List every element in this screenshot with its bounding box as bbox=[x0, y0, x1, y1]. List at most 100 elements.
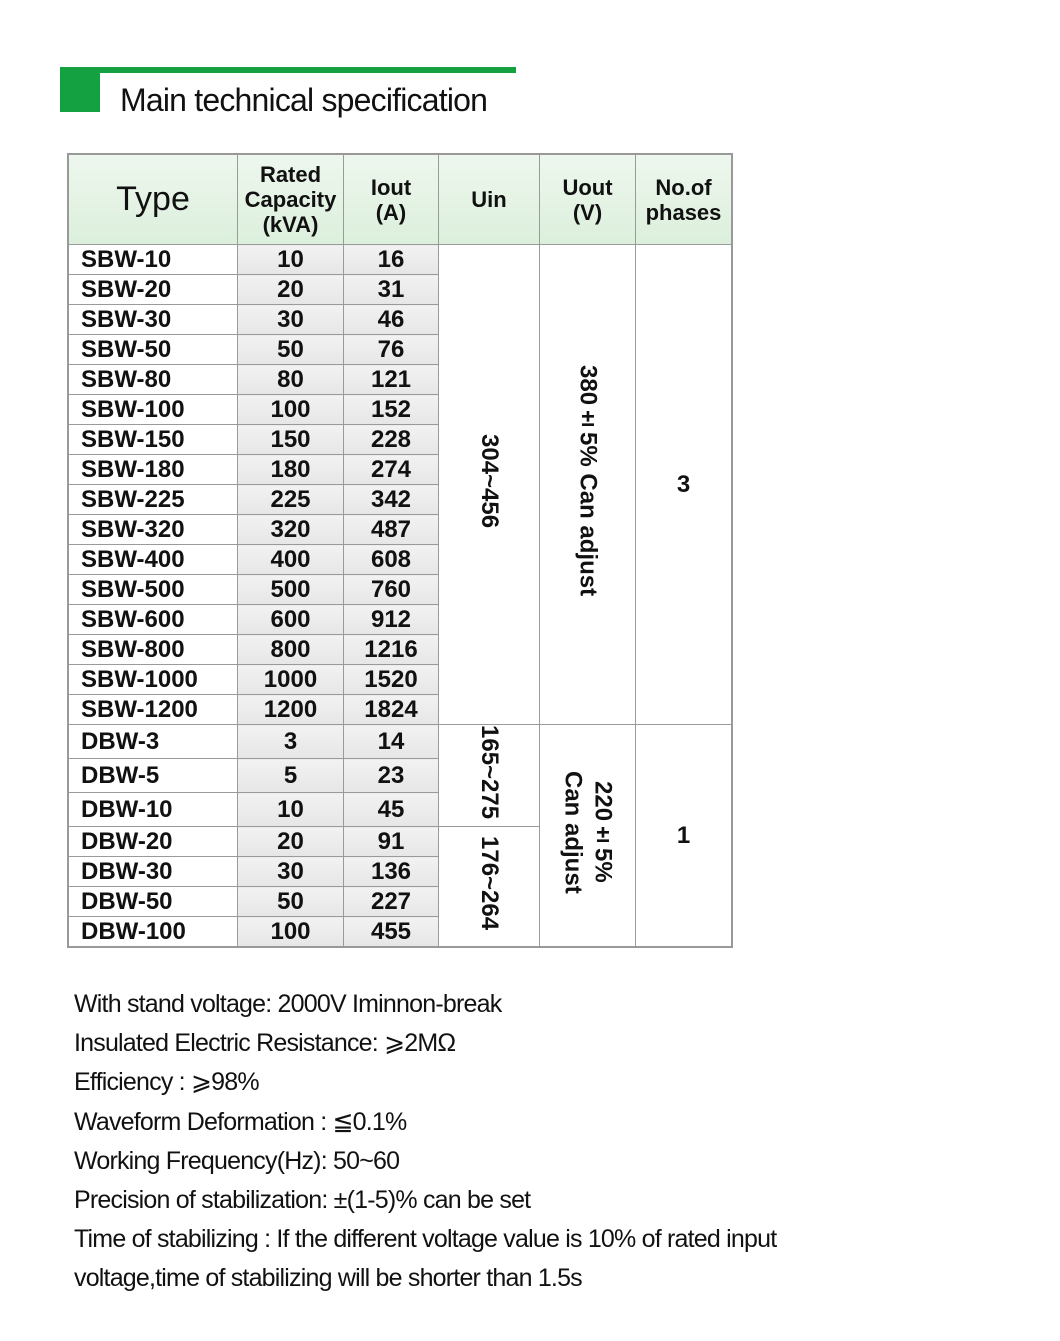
cell-iout: 46 bbox=[343, 304, 439, 335]
cell-sbw-uin: 304~456 bbox=[438, 244, 540, 725]
cell-iout: 228 bbox=[343, 424, 439, 455]
table-row: SBW-80 80 121 bbox=[67, 364, 732, 395]
table-row: DBW-20 20 91 176~264 bbox=[67, 826, 732, 948]
table-row: SBW-10 10 16 304~456 380±5% Can adjust 3 bbox=[67, 244, 733, 725]
table-row: DBW-30 30 136 bbox=[67, 856, 732, 888]
table-row: SBW-1200 1200 1824 bbox=[67, 694, 732, 725]
cell-capacity: 100 bbox=[237, 916, 344, 948]
cell-type: SBW-80 bbox=[67, 364, 238, 395]
cell-iout: 1216 bbox=[343, 634, 439, 665]
cell-dbw-uin-b: 176~264 bbox=[438, 826, 540, 948]
table-row: DBW-3 3 14 165~275 220±5% Can adjust 1 bbox=[67, 723, 733, 948]
cell-iout: 1824 bbox=[343, 694, 439, 725]
cell-iout: 274 bbox=[343, 454, 439, 485]
cell-iout: 136 bbox=[343, 856, 439, 888]
cell-capacity: 50 bbox=[237, 886, 344, 918]
header-type: Type bbox=[67, 153, 238, 245]
cell-capacity: 50 bbox=[237, 334, 344, 365]
cell-sbw-phases: 3 bbox=[635, 244, 733, 725]
cell-sbw-uout: 380±5% Can adjust bbox=[539, 244, 636, 725]
cell-type: DBW-5 bbox=[67, 758, 238, 794]
cell-type: SBW-600 bbox=[67, 604, 238, 635]
cell-capacity: 20 bbox=[237, 274, 344, 305]
cell-type: SBW-320 bbox=[67, 514, 238, 545]
cell-capacity: 600 bbox=[237, 604, 344, 635]
cell-type: SBW-150 bbox=[67, 424, 238, 455]
cell-capacity: 30 bbox=[237, 304, 344, 335]
cell-iout: 608 bbox=[343, 544, 439, 575]
cell-iout: 227 bbox=[343, 886, 439, 918]
cell-capacity: 400 bbox=[237, 544, 344, 575]
cell-capacity: 20 bbox=[237, 826, 344, 858]
note-line: Precision of stabilization: ±(1-5)% can … bbox=[74, 1186, 531, 1215]
cell-type: DBW-50 bbox=[67, 886, 238, 918]
page-title: Main technical specification bbox=[120, 82, 488, 118]
table-row: SBW-225 225 342 bbox=[67, 484, 732, 515]
table-row: DBW-5 5 23 bbox=[67, 758, 732, 794]
cell-type: SBW-20 bbox=[67, 274, 238, 305]
cell-type: DBW-20 bbox=[67, 826, 238, 858]
cell-type: SBW-30 bbox=[67, 304, 238, 335]
cell-capacity: 30 bbox=[237, 856, 344, 888]
cell-type: SBW-180 bbox=[67, 454, 238, 485]
title-accent-block bbox=[60, 67, 100, 112]
cell-iout: 912 bbox=[343, 604, 439, 635]
table-row: DBW-50 50 227 bbox=[67, 886, 732, 918]
cell-capacity: 150 bbox=[237, 424, 344, 455]
cell-capacity: 100 bbox=[237, 394, 344, 425]
table-row: DBW-10 10 45 bbox=[67, 792, 732, 828]
cell-type: SBW-400 bbox=[67, 544, 238, 575]
table-row: DBW-100 100 455 bbox=[67, 916, 732, 948]
cell-capacity: 10 bbox=[237, 244, 344, 275]
table-row: SBW-1000 1000 1520 bbox=[67, 664, 732, 695]
cell-capacity: 80 bbox=[237, 364, 344, 395]
cell-type: DBW-30 bbox=[67, 856, 238, 888]
cell-iout: 76 bbox=[343, 334, 439, 365]
header-capacity: Rated Capacity (kVA) bbox=[237, 153, 344, 245]
cell-capacity: 5 bbox=[237, 758, 344, 794]
note-line: Efficiency : ⩾98% bbox=[74, 1068, 260, 1097]
cell-capacity: 225 bbox=[237, 484, 344, 515]
table-row: SBW-50 50 76 bbox=[67, 334, 732, 365]
table-row: SBW-180 180 274 bbox=[67, 454, 732, 485]
cell-type: DBW-3 bbox=[67, 723, 238, 760]
table-row: SBW-600 600 912 bbox=[67, 604, 732, 635]
note-line: Insulated Electric Resistance: ⩾2MΩ bbox=[74, 1029, 456, 1058]
cell-type: SBW-1000 bbox=[67, 664, 238, 695]
title-accent-bar bbox=[60, 67, 516, 73]
note-line: Working Frequency(Hz): 50~60 bbox=[74, 1146, 400, 1175]
cell-type: SBW-225 bbox=[67, 484, 238, 515]
table-row: SBW-400 400 608 bbox=[67, 544, 732, 575]
cell-capacity: 1000 bbox=[237, 664, 344, 695]
cell-iout: 14 bbox=[343, 723, 439, 760]
cell-iout: 23 bbox=[343, 758, 439, 794]
cell-iout: 487 bbox=[343, 514, 439, 545]
cell-capacity: 180 bbox=[237, 454, 344, 485]
header-uout: Uout (V) bbox=[539, 153, 636, 245]
note-line: Waveform Deformation : ≦0.1% bbox=[74, 1107, 407, 1136]
table-row: SBW-800 800 1216 bbox=[67, 634, 732, 665]
spec-notes: With stand voltage: 2000V Iminnon-break … bbox=[74, 985, 777, 1299]
cell-iout: 16 bbox=[343, 244, 439, 275]
cell-type: SBW-50 bbox=[67, 334, 238, 365]
header-iout: Iout (A) bbox=[343, 153, 439, 245]
cell-iout: 152 bbox=[343, 394, 439, 425]
cell-capacity: 500 bbox=[237, 574, 344, 605]
cell-capacity: 3 bbox=[237, 723, 344, 760]
cell-dbw-uin-a: 165~275 bbox=[438, 723, 540, 828]
cell-iout: 760 bbox=[343, 574, 439, 605]
cell-iout: 455 bbox=[343, 916, 439, 948]
cell-iout: 342 bbox=[343, 484, 439, 515]
cell-capacity: 1200 bbox=[237, 694, 344, 725]
cell-dbw-phases: 1 bbox=[635, 724, 733, 948]
header-uin: Uin bbox=[438, 153, 540, 245]
cell-capacity: 10 bbox=[237, 792, 344, 828]
cell-iout: 1520 bbox=[343, 664, 439, 695]
cell-iout: 45 bbox=[343, 792, 439, 828]
note-line: voltage,time of stabilizing will be shor… bbox=[74, 1264, 583, 1293]
table-row: SBW-320 320 487 bbox=[67, 514, 732, 545]
cell-capacity: 800 bbox=[237, 634, 344, 665]
cell-iout: 121 bbox=[343, 364, 439, 395]
note-line: With stand voltage: 2000V Iminnon-break bbox=[74, 990, 502, 1018]
cell-iout: 91 bbox=[343, 826, 439, 858]
